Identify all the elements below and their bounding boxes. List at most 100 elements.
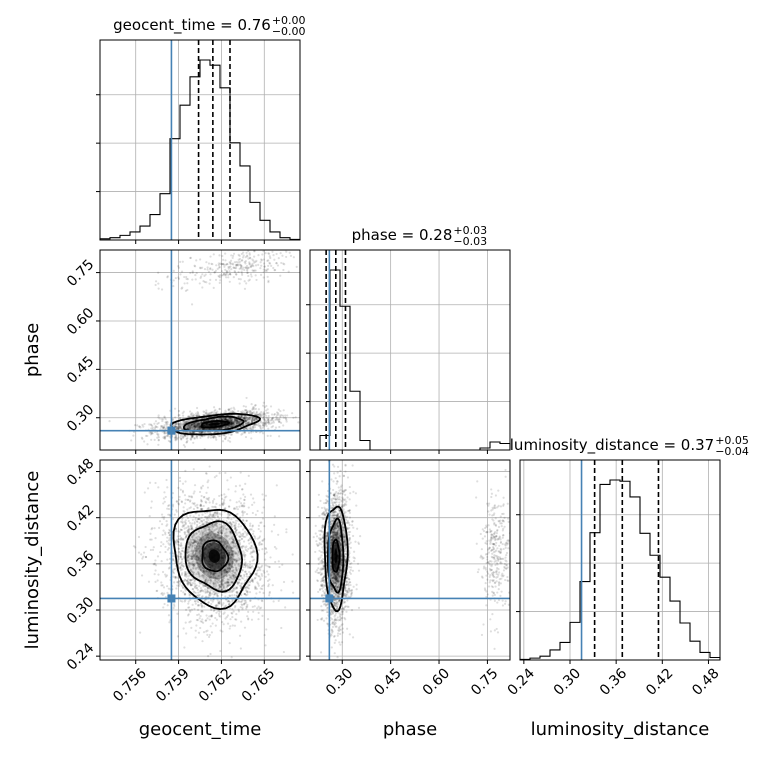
sample-point — [191, 434, 194, 437]
sample-point — [224, 435, 228, 439]
sample-point — [216, 427, 219, 430]
sample-point — [253, 419, 256, 422]
sample-point — [277, 599, 280, 603]
sample-point — [186, 282, 189, 285]
sample-point — [230, 425, 233, 428]
sample-point — [240, 416, 243, 419]
sample-point — [227, 417, 230, 421]
sample-point — [177, 547, 180, 550]
sample-point — [243, 260, 246, 264]
sample-point — [252, 424, 255, 428]
sample-point — [190, 436, 193, 439]
sample-point — [197, 422, 200, 425]
panel-frame — [99, 249, 301, 451]
sample-point — [160, 424, 163, 428]
sample-point — [282, 409, 285, 412]
sample-point — [225, 276, 228, 279]
sample-point — [165, 423, 168, 426]
sample-point — [233, 545, 237, 548]
sample-point — [191, 271, 194, 274]
sample-point — [186, 426, 189, 430]
sample-point — [236, 419, 239, 423]
sample-point — [211, 411, 214, 414]
sample-point — [199, 428, 202, 431]
sample-point — [292, 416, 295, 419]
sample-point — [220, 418, 223, 421]
sample-point — [177, 409, 181, 413]
sample-point — [253, 423, 257, 426]
sample-point — [280, 414, 283, 417]
sample-point — [172, 575, 175, 578]
sample-point — [253, 417, 256, 421]
sample-point — [244, 416, 248, 419]
sample-point — [256, 413, 259, 416]
sample-point — [210, 411, 213, 414]
sample-point — [222, 417, 225, 420]
sample-point — [166, 423, 169, 426]
sample-point — [177, 277, 181, 280]
sample-point — [172, 284, 175, 288]
sample-point — [177, 265, 180, 268]
sample-point — [212, 593, 216, 596]
sample-point — [227, 426, 230, 429]
sample-point — [180, 437, 183, 440]
sample-point — [193, 431, 196, 434]
sample-point — [245, 411, 249, 415]
sample-point — [249, 418, 252, 421]
sample-point — [187, 423, 190, 426]
sample-point — [234, 267, 238, 270]
sample-point — [220, 427, 223, 430]
sample-point — [252, 427, 255, 430]
sample-point — [184, 621, 187, 624]
sample-point — [208, 465, 211, 468]
sample-point — [273, 515, 276, 518]
sample-point — [247, 416, 250, 419]
sample-point — [195, 414, 199, 417]
sample-point — [161, 426, 165, 430]
sample-point — [160, 560, 163, 563]
sample-point — [279, 415, 282, 419]
sample-point — [243, 418, 247, 422]
sample-point — [150, 431, 153, 434]
sample-point — [198, 425, 201, 428]
sample-point — [147, 580, 151, 583]
sample-point — [233, 539, 236, 542]
sample-point — [238, 254, 241, 257]
sample-point — [183, 445, 187, 448]
sample-point — [259, 420, 262, 423]
sample-point — [267, 419, 270, 422]
sample-point — [266, 408, 269, 411]
sample-point — [214, 408, 217, 411]
sample-point — [184, 572, 187, 575]
sample-point — [154, 283, 157, 287]
sample-point — [227, 424, 230, 427]
sample-point — [160, 581, 163, 584]
sample-point — [195, 418, 198, 421]
sample-point — [275, 415, 278, 419]
sample-point — [282, 247, 284, 249]
sample-point — [226, 584, 229, 587]
sample-point — [247, 427, 251, 430]
sample-point — [267, 585, 270, 588]
sample-point — [152, 546, 155, 549]
sample-point — [196, 503, 199, 507]
sample-point — [195, 572, 198, 576]
sample-point — [199, 626, 202, 630]
sample-point — [185, 440, 188, 444]
sample-point — [242, 423, 245, 426]
sample-point — [244, 417, 247, 420]
sample-point — [198, 529, 201, 532]
sample-point — [222, 427, 225, 430]
sample-point — [176, 425, 180, 428]
sample-point — [232, 422, 235, 426]
sample-point — [255, 417, 258, 420]
sample-point — [205, 261, 208, 264]
sample-point — [195, 418, 198, 421]
sample-point — [239, 502, 243, 505]
sample-point — [203, 274, 206, 277]
sample-point — [194, 427, 197, 430]
sample-point — [262, 415, 265, 418]
sample-point — [237, 531, 240, 534]
sample-point — [230, 422, 233, 425]
sample-point — [242, 416, 246, 420]
